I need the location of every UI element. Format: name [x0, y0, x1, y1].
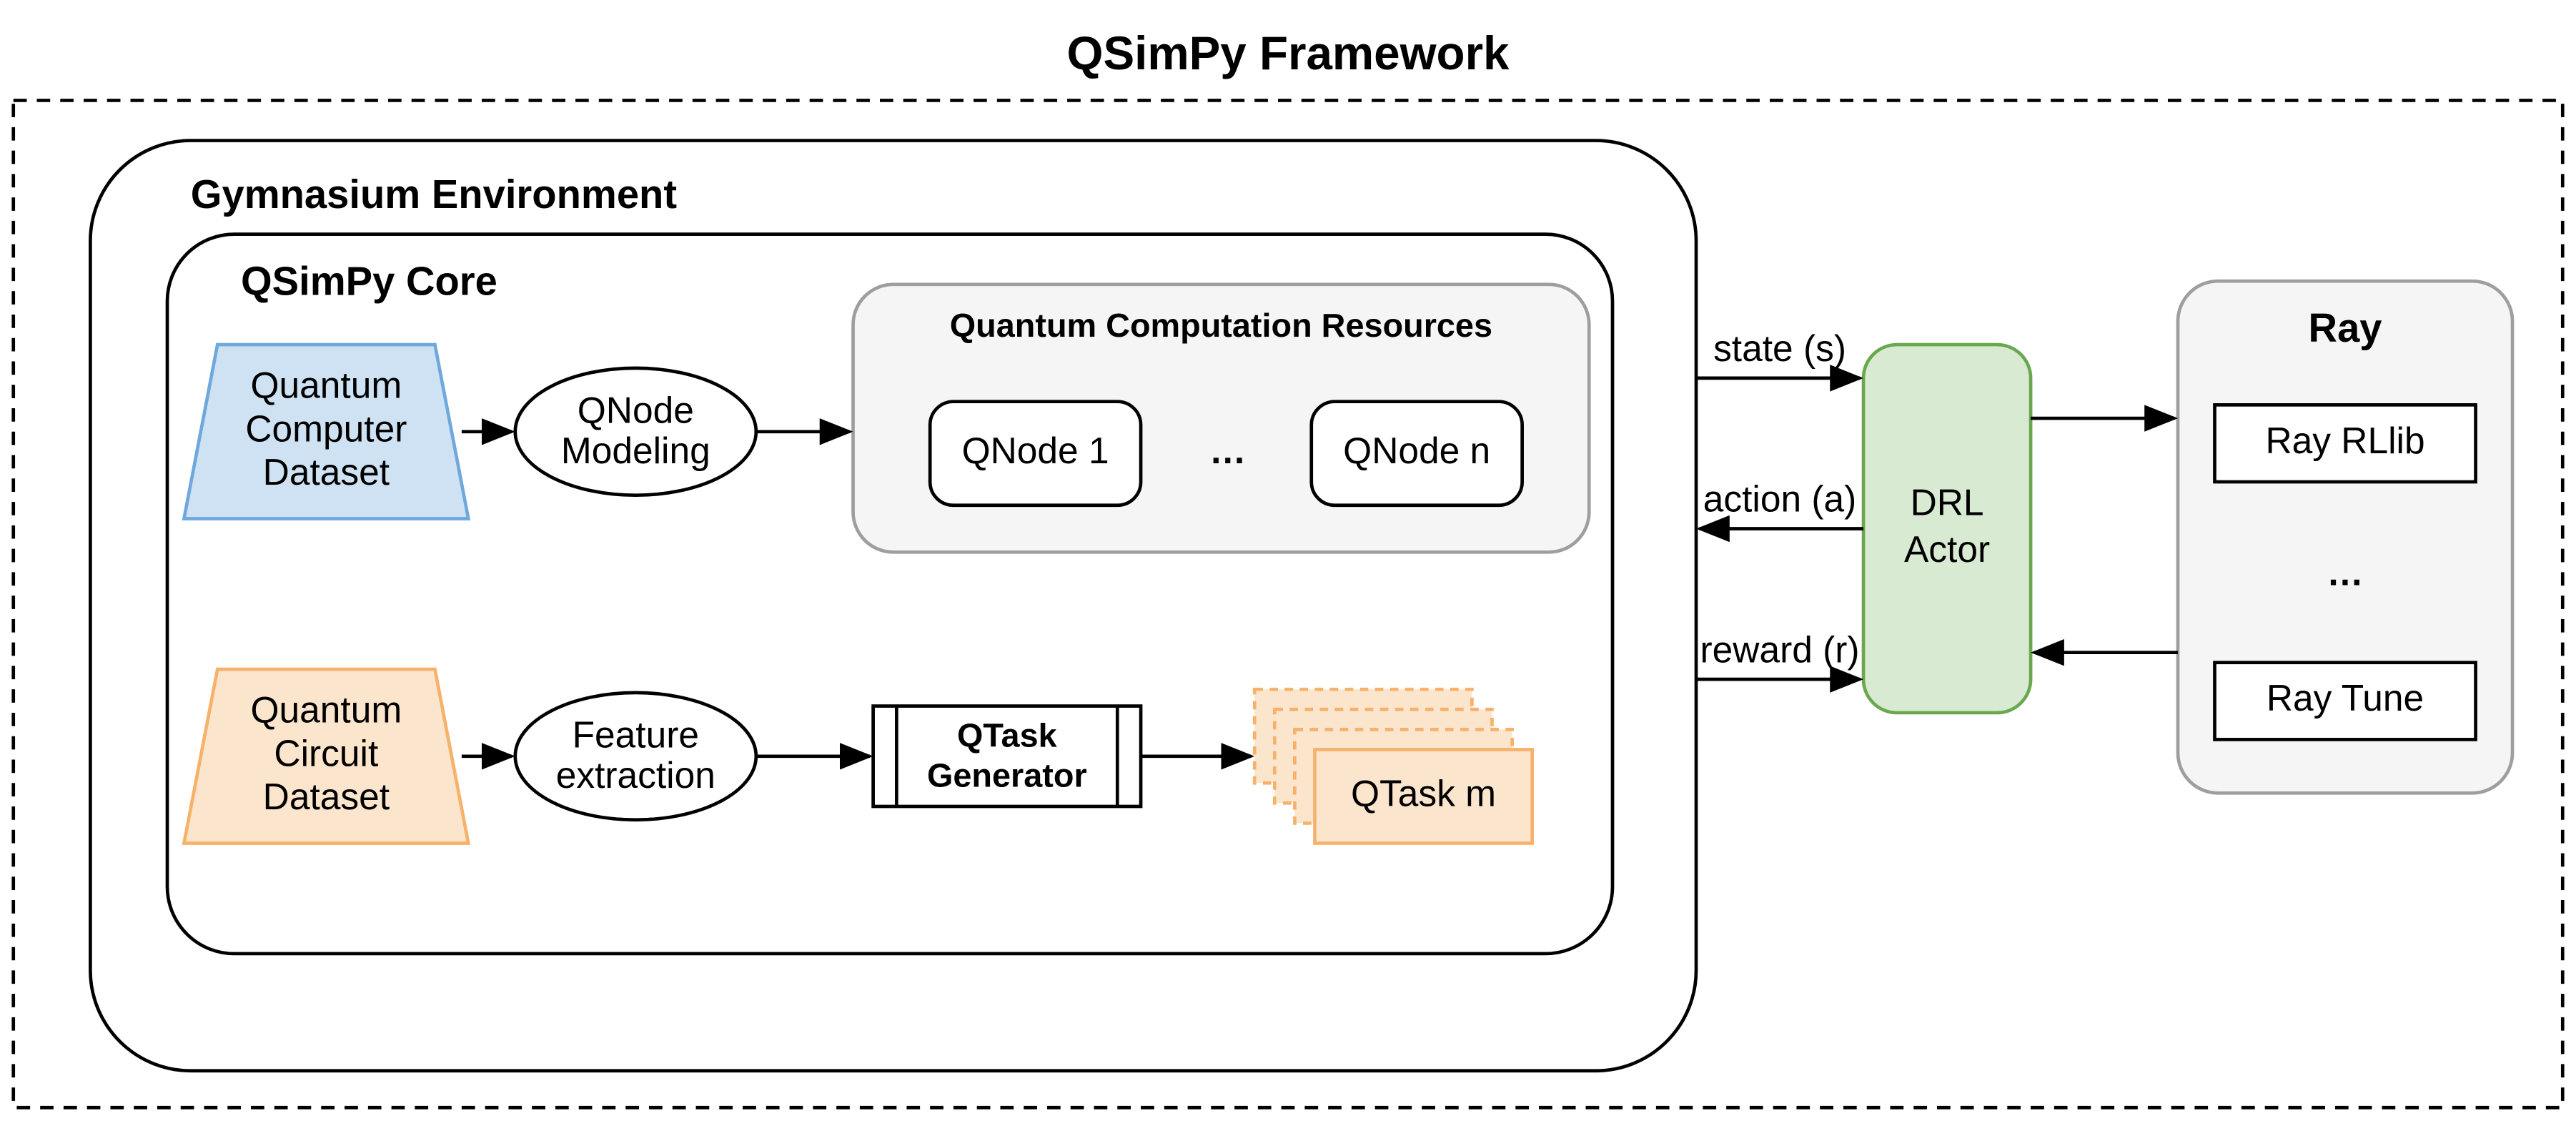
svg-text:DRL: DRL [1911, 481, 1984, 523]
svg-text:Computer: Computer [245, 408, 407, 449]
qnode-0-label: QNode 1 [962, 430, 1109, 471]
framework-title: QSimPy Framework [1066, 27, 1510, 79]
qcr-title: Quantum Computation Resources [950, 307, 1492, 344]
svg-text:extraction: extraction [556, 754, 715, 796]
svg-text:QNode: QNode [578, 390, 694, 431]
svg-text:Circuit: Circuit [274, 732, 378, 774]
qcr-ellipsis: … [1209, 430, 1246, 471]
qnode-1-label: QNode n [1343, 430, 1490, 471]
core-title: QSimPy Core [241, 259, 497, 304]
qtask-label: QTask m [1351, 773, 1496, 814]
ray-item-1-label: Ray Tune [2267, 677, 2424, 718]
ray-item-0-label: Ray RLlib [2265, 420, 2424, 461]
svg-text:Feature: Feature [573, 714, 699, 756]
svg-text:Dataset: Dataset [263, 451, 390, 493]
ray-ellipsis: … [2327, 552, 2363, 593]
svg-text:Modeling: Modeling [561, 430, 710, 471]
svg-text:QTask: QTask [957, 716, 1058, 754]
svg-text:Actor: Actor [1904, 528, 1990, 570]
state-label: state (s) [1713, 327, 1846, 369]
svg-text:Generator: Generator [927, 757, 1087, 794]
ray-title: Ray [2309, 305, 2382, 350]
reward-label: reward (r) [1700, 628, 1860, 670]
gymnasium-title: Gymnasium Environment [191, 172, 678, 217]
svg-text:Quantum: Quantum [250, 689, 402, 731]
svg-text:Dataset: Dataset [263, 776, 390, 817]
action-label: action (a) [1703, 478, 1857, 520]
svg-text:Quantum: Quantum [250, 365, 402, 406]
